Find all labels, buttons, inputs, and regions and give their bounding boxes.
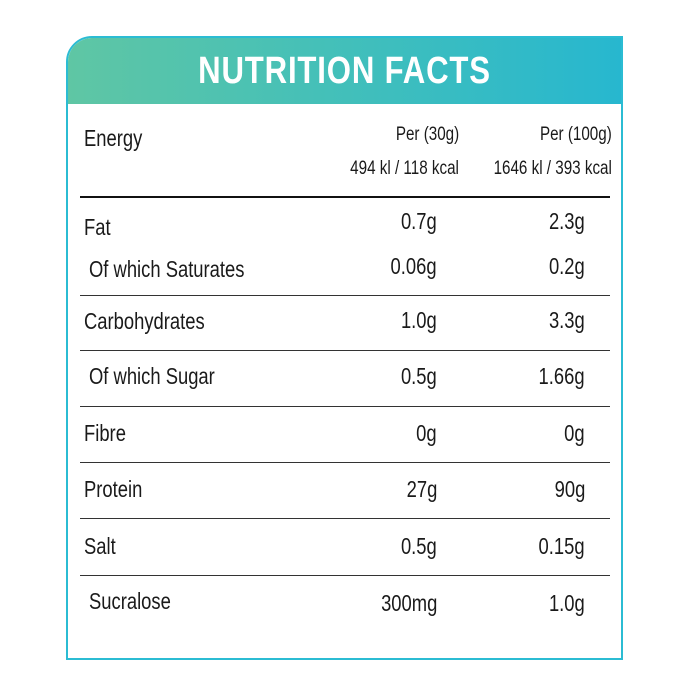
row-per30-saturates: 0.06g — [390, 253, 437, 279]
title-banner: NUTRITION FACTS — [68, 38, 621, 104]
page-title: NUTRITION FACTS — [198, 49, 491, 92]
row-per30-sucralose: 300mg — [380, 590, 437, 616]
row-name-fat: Fat — [84, 214, 111, 240]
row-per30-protein: 27g — [406, 476, 437, 502]
row-per30-salt: 0.5g — [401, 533, 437, 559]
row-name-protein: Protein — [84, 476, 143, 502]
row-name-sugar: Of which Sugar — [89, 363, 215, 389]
per30-energy: 494 kl / 118 kcal — [350, 158, 459, 179]
row-per100-sucralose: 1.0g — [549, 590, 585, 616]
per100-energy: 1646 kl / 393 kcal — [493, 158, 612, 179]
row-divider — [80, 462, 610, 463]
row-per100-protein: 90g — [554, 476, 585, 502]
row-per100-sugar: 1.66g — [538, 363, 585, 389]
row-per30-fibre: 0g — [416, 420, 437, 446]
row-divider — [80, 295, 610, 296]
row-per30-carbohydrates: 1.0g — [401, 307, 437, 333]
row-divider — [80, 518, 610, 519]
per100-header: Per (100g) — [540, 124, 612, 145]
row-name-sucralose: Sucralose — [89, 588, 171, 614]
row-divider — [80, 406, 610, 407]
row-per100-saturates: 0.2g — [549, 253, 585, 279]
row-per100-fat: 2.3g — [549, 208, 585, 234]
row-name-salt: Salt — [84, 533, 116, 559]
row-name-fibre: Fibre — [84, 420, 126, 446]
row-per100-fibre: 0g — [564, 420, 585, 446]
row-divider — [80, 575, 610, 576]
per30-header: Per (30g) — [395, 124, 459, 145]
row-per100-carbohydrates: 3.3g — [549, 307, 585, 333]
row-per100-salt: 0.15g — [538, 533, 585, 559]
energy-label: Energy — [84, 125, 143, 151]
row-divider — [80, 350, 610, 351]
header-divider — [80, 196, 610, 198]
nutrition-panel: NUTRITION FACTS — [66, 36, 623, 660]
row-name-carbohydrates: Carbohydrates — [84, 308, 205, 334]
row-per30-fat: 0.7g — [401, 208, 437, 234]
row-name-saturates: Of which Saturates — [89, 256, 245, 282]
row-per30-sugar: 0.5g — [401, 363, 437, 389]
